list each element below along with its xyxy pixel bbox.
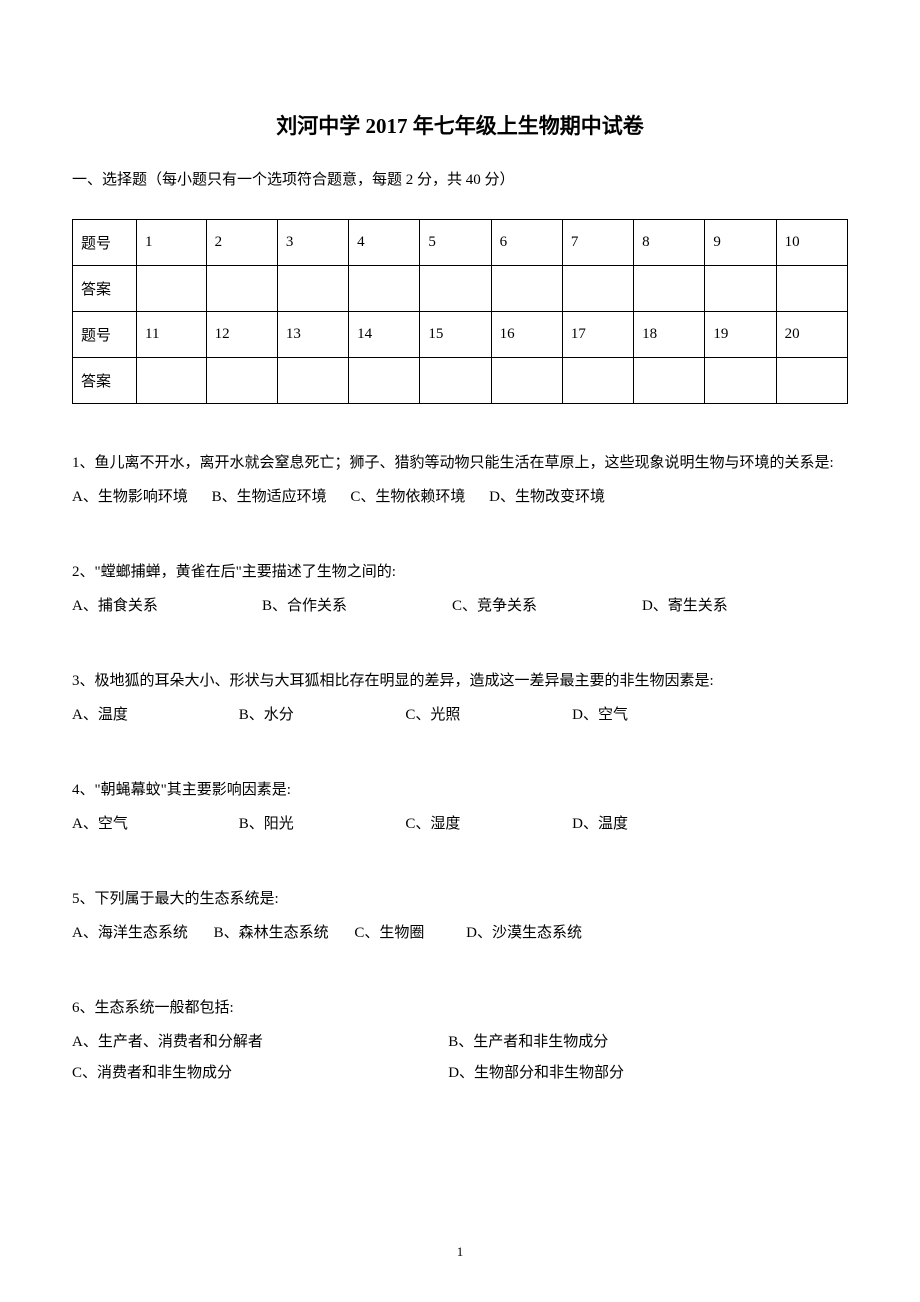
question-5: 5、下列属于最大的生态系统是: A、海洋生态系统 B、森林生态系统 C、生物圈 … — [72, 884, 848, 949]
options-row: A、空气 B、阳光 C、湿度 D、温度 — [72, 809, 848, 841]
cell — [562, 266, 633, 312]
cell — [491, 266, 562, 312]
question-3: 3、极地狐的耳朵大小、形状与大耳狐相比存在明显的差异，造成这一差异最主要的非生物… — [72, 666, 848, 731]
cell: 3 — [277, 220, 348, 266]
option-d: D、生物改变环境 — [489, 482, 605, 514]
cell: 13 — [277, 312, 348, 358]
options-block: A、生产者、消费者和分解者 B、生产者和非生物成分 C、消费者和非生物成分 D、… — [72, 1027, 848, 1090]
question-stem: 2、"螳螂捕蝉，黄雀在后"主要描述了生物之间的: — [72, 557, 848, 589]
option-a: A、空气 — [72, 809, 235, 841]
cell: 6 — [491, 220, 562, 266]
table-row: 答案 — [73, 358, 848, 404]
options-row: A、海洋生态系统 B、森林生态系统 C、生物圈 D、沙漠生态系统 — [72, 918, 848, 950]
cell — [137, 266, 207, 312]
question-2: 2、"螳螂捕蝉，黄雀在后"主要描述了生物之间的: A、捕食关系 B、合作关系 C… — [72, 557, 848, 622]
question-stem: 4、"朝蝇幕蚊"其主要影响因素是: — [72, 775, 848, 807]
cell — [634, 266, 705, 312]
option-d: D、空气 — [572, 700, 735, 732]
page-number: 1 — [0, 1244, 920, 1260]
cell — [349, 358, 420, 404]
cell — [349, 266, 420, 312]
option-c: C、生物圈 — [354, 918, 424, 950]
cell: 2 — [206, 220, 277, 266]
option-b: B、合作关系 — [262, 591, 448, 623]
page-title: 刘河中学 2017 年七年级上生物期中试卷 — [72, 110, 848, 140]
cell: 19 — [705, 312, 776, 358]
option-d: D、沙漠生态系统 — [466, 918, 582, 950]
cell — [206, 358, 277, 404]
option-d: D、生物部分和非生物部分 — [448, 1058, 624, 1090]
cell — [634, 358, 705, 404]
cell — [420, 358, 491, 404]
option-d: D、温度 — [572, 809, 735, 841]
option-c: C、消费者和非生物成分 — [72, 1058, 444, 1090]
question-stem: 1、鱼儿离不开水，离开水就会窒息死亡；狮子、猎豹等动物只能生活在草原上，这些现象… — [72, 448, 848, 480]
option-b: B、生物适应环境 — [212, 482, 327, 514]
table-row: 题号 11 12 13 14 15 16 17 18 19 20 — [73, 312, 848, 358]
table-row: 答案 — [73, 266, 848, 312]
option-c: C、光照 — [405, 700, 568, 732]
question-stem: 5、下列属于最大的生态系统是: — [72, 884, 848, 916]
question-stem: 3、极地狐的耳朵大小、形状与大耳狐相比存在明显的差异，造成这一差异最主要的非生物… — [72, 666, 848, 698]
option-d: D、寄生关系 — [642, 591, 828, 623]
cell: 17 — [562, 312, 633, 358]
option-c: C、生物依赖环境 — [350, 482, 465, 514]
cell: 9 — [705, 220, 776, 266]
answer-grid-table: 题号 1 2 3 4 5 6 7 8 9 10 答案 题号 11 12 13 1… — [72, 219, 848, 404]
row-label: 题号 — [73, 312, 137, 358]
question-4: 4、"朝蝇幕蚊"其主要影响因素是: A、空气 B、阳光 C、湿度 D、温度 — [72, 775, 848, 840]
row-label: 答案 — [73, 266, 137, 312]
option-b: B、森林生态系统 — [214, 918, 329, 950]
cell — [206, 266, 277, 312]
question-stem: 6、生态系统一般都包括: — [72, 993, 848, 1025]
option-a: A、生产者、消费者和分解者 — [72, 1027, 444, 1059]
row-label: 题号 — [73, 220, 137, 266]
cell — [705, 266, 776, 312]
cell — [705, 358, 776, 404]
cell: 7 — [562, 220, 633, 266]
cell: 1 — [137, 220, 207, 266]
cell: 15 — [420, 312, 491, 358]
option-b: B、水分 — [239, 700, 402, 732]
option-a: A、生物影响环境 — [72, 482, 188, 514]
options-row: A、温度 B、水分 C、光照 D、空气 — [72, 700, 848, 732]
cell — [776, 358, 847, 404]
option-a: A、海洋生态系统 — [72, 918, 188, 950]
cell: 4 — [349, 220, 420, 266]
row-label: 答案 — [73, 358, 137, 404]
cell: 18 — [634, 312, 705, 358]
option-a: A、捕食关系 — [72, 591, 258, 623]
options-row: A、捕食关系 B、合作关系 C、竞争关系 D、寄生关系 — [72, 591, 848, 623]
cell — [562, 358, 633, 404]
cell: 10 — [776, 220, 847, 266]
cell: 16 — [491, 312, 562, 358]
cell — [420, 266, 491, 312]
cell — [776, 266, 847, 312]
cell — [277, 358, 348, 404]
option-b: B、阳光 — [239, 809, 402, 841]
option-c: C、湿度 — [405, 809, 568, 841]
question-1: 1、鱼儿离不开水，离开水就会窒息死亡；狮子、猎豹等动物只能生活在草原上，这些现象… — [72, 448, 848, 513]
table-row: 题号 1 2 3 4 5 6 7 8 9 10 — [73, 220, 848, 266]
option-a: A、温度 — [72, 700, 235, 732]
option-b: B、生产者和非生物成分 — [448, 1027, 608, 1059]
cell — [277, 266, 348, 312]
option-c: C、竞争关系 — [452, 591, 638, 623]
cell: 11 — [137, 312, 207, 358]
section-header: 一、选择题（每小题只有一个选项符合题意，每题 2 分，共 40 分） — [72, 168, 848, 189]
cell: 14 — [349, 312, 420, 358]
cell: 5 — [420, 220, 491, 266]
options-row: A、生物影响环境 B、生物适应环境 C、生物依赖环境 D、生物改变环境 — [72, 482, 848, 514]
question-6: 6、生态系统一般都包括: A、生产者、消费者和分解者 B、生产者和非生物成分 C… — [72, 993, 848, 1090]
cell: 12 — [206, 312, 277, 358]
cell — [137, 358, 207, 404]
cell — [491, 358, 562, 404]
cell: 20 — [776, 312, 847, 358]
cell: 8 — [634, 220, 705, 266]
